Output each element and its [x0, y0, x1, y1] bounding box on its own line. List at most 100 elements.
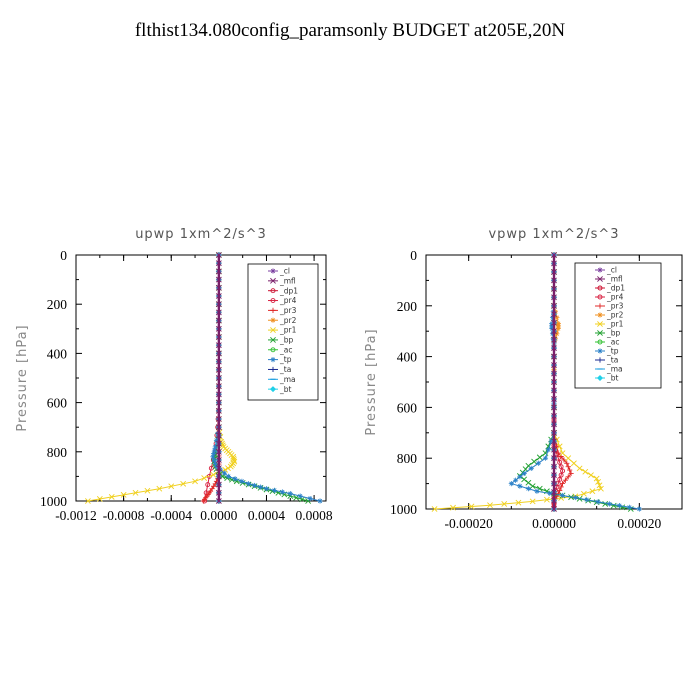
panel-title: upwp 1xm^2/s^3 [135, 227, 267, 242]
data-point_pr1 [431, 506, 438, 512]
data-point_pr4 [560, 468, 565, 474]
data-point_pr1 [582, 468, 589, 475]
data-point_pr1 [156, 485, 163, 492]
data-point_pr2 [555, 326, 561, 332]
data-point_tp [287, 491, 293, 497]
series_mfl [551, 252, 557, 512]
legend-marker [270, 288, 276, 294]
data-point_pr3 [565, 464, 571, 470]
y-tick-label: 1000 [390, 502, 417, 517]
data-point_pr1 [501, 501, 508, 507]
legend-marker [270, 268, 276, 274]
data-point_bp [536, 454, 543, 461]
data-point_tp [251, 482, 258, 489]
legend-entry: _pr4 [606, 293, 624, 302]
data-point_pr4 [205, 482, 211, 488]
data-point_mfl [215, 342, 222, 349]
legend-entry: _pr3 [279, 306, 297, 315]
data-point_mfl [551, 412, 557, 419]
data-point_pr1 [598, 485, 604, 492]
x-tick-label: -0.0012 [55, 508, 97, 523]
legend-entry: _bt [606, 374, 619, 383]
data-point_pr1 [565, 455, 572, 462]
data-point_pr1 [556, 443, 563, 450]
data-point_pr1 [487, 502, 493, 509]
data-point_mfl [215, 375, 222, 381]
data-point_pr1 [225, 465, 231, 472]
data-point_mfl [215, 440, 222, 447]
data-point_mfl [551, 319, 557, 326]
data-point_mfl [551, 294, 557, 301]
legend-box [574, 262, 662, 389]
data-point_mfl [215, 424, 222, 431]
data-point_tp [213, 437, 220, 443]
legend-marker [596, 374, 604, 382]
y-axis-label: Pressure [hPa] [364, 328, 379, 435]
data-point_pr1 [570, 460, 577, 467]
y-tick-label: 800 [47, 445, 68, 460]
data-point_mfl [551, 387, 557, 394]
data-point_mfl [215, 325, 222, 332]
data-point_pr1 [596, 482, 603, 489]
data-point_pr3 [557, 487, 563, 493]
data-point_pr1 [132, 489, 139, 496]
data-point_pr1 [144, 487, 151, 494]
data-point_mfl [551, 480, 557, 487]
data-point_mfl [215, 284, 222, 291]
data-point_mfl [215, 293, 222, 299]
data-point_tp [542, 455, 549, 461]
data-point_pr3 [564, 460, 570, 466]
data-point_tp [211, 450, 217, 457]
data-point_tp [271, 487, 278, 493]
legend-entry: _ac [606, 338, 619, 347]
data-point_pr2 [554, 331, 560, 337]
data-point_mfl [215, 260, 222, 267]
data-point_mfl [215, 309, 222, 316]
data-point_pr1 [468, 503, 475, 510]
data-point_pr1 [168, 483, 175, 490]
data-point_tp [212, 444, 218, 450]
data-point_mfl [551, 362, 557, 368]
data-point_tp [534, 488, 540, 494]
data-point_mfl [215, 473, 222, 480]
data-point_mfl [215, 301, 222, 308]
legend-marker [270, 298, 276, 303]
data-point_pr3 [568, 470, 574, 477]
legend-marker [597, 339, 603, 345]
x-tick-label: 0.0008 [296, 508, 333, 523]
data-point_tp [549, 315, 556, 321]
data-point_tp [210, 454, 216, 460]
data-point_mfl [215, 416, 222, 422]
x-tick-label: 0.0004 [248, 508, 285, 523]
data-point_mfl [551, 302, 557, 309]
data-point_mfl [215, 498, 222, 504]
data-point_mfl [215, 334, 222, 340]
data-point_tp [212, 460, 218, 466]
data-point_mfl [551, 429, 557, 436]
y-axis-label: Pressure [hPa] [15, 324, 30, 431]
data-point_tp [626, 504, 632, 510]
data-point_pr1 [576, 465, 583, 472]
data-point_mfl [551, 260, 557, 267]
data-point_tp [297, 493, 303, 499]
legend-entry: _mfl [606, 275, 623, 284]
data-point_bp [529, 483, 536, 490]
data-point_tp [517, 474, 523, 480]
data-point_pr1 [96, 496, 103, 502]
data-point_mfl [551, 336, 557, 343]
data-point_pr1 [210, 471, 217, 478]
data-point_tp [595, 499, 601, 505]
data-point_pr1 [450, 504, 456, 511]
page-title: flthist134.080config_paramsonly BUDGET a… [134, 20, 566, 41]
data-point_mfl [215, 252, 222, 258]
data-point_mfl [551, 277, 557, 284]
legend-entry: _cl [606, 266, 617, 275]
legend-marker [270, 366, 276, 373]
legend-entry: _pr2 [279, 316, 297, 325]
y-tick-label: 400 [397, 350, 418, 365]
legend-marker [597, 294, 603, 300]
legend-entry: _pr2 [606, 311, 624, 320]
legend-marker [270, 347, 276, 353]
data-point_pr1 [580, 490, 587, 497]
data-point_pr1 [201, 475, 208, 481]
